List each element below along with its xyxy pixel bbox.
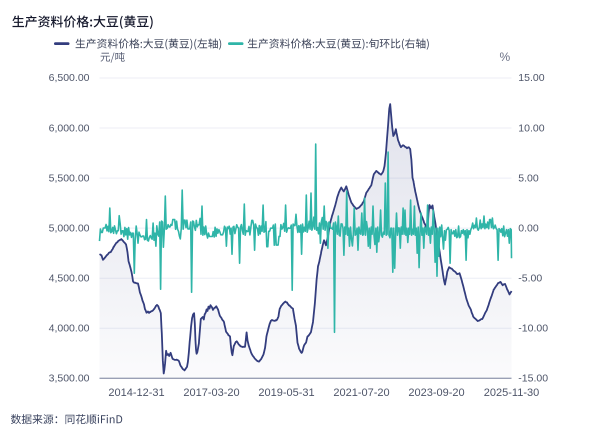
svg-text:2014-12-31: 2014-12-31	[108, 387, 164, 399]
svg-text:4,500.00: 4,500.00	[49, 272, 90, 284]
svg-text:2019-05-31: 2019-05-31	[258, 387, 314, 399]
svg-text:10.00: 10.00	[518, 122, 544, 134]
svg-text:5.00: 5.00	[518, 172, 539, 184]
svg-text:2017-03-20: 2017-03-20	[183, 387, 239, 399]
svg-text:15.00: 15.00	[518, 72, 544, 84]
svg-text:2023-09-20: 2023-09-20	[408, 387, 464, 399]
svg-text:6,000.00: 6,000.00	[49, 122, 90, 134]
svg-text:-15.00: -15.00	[518, 373, 548, 385]
svg-text:5,500.00: 5,500.00	[49, 172, 90, 184]
svg-text:2021-07-20: 2021-07-20	[333, 387, 389, 399]
svg-text:%: %	[500, 50, 511, 64]
svg-text:5,000.00: 5,000.00	[49, 222, 90, 234]
svg-text:0.00: 0.00	[518, 222, 539, 234]
svg-text:4,000.00: 4,000.00	[49, 322, 90, 334]
svg-text:-10.00: -10.00	[518, 322, 548, 334]
svg-text:6,500.00: 6,500.00	[49, 72, 90, 84]
svg-text:-5.00: -5.00	[518, 272, 542, 284]
svg-text:2025-11-30: 2025-11-30	[484, 387, 539, 399]
svg-text:3,500.00: 3,500.00	[49, 373, 90, 385]
